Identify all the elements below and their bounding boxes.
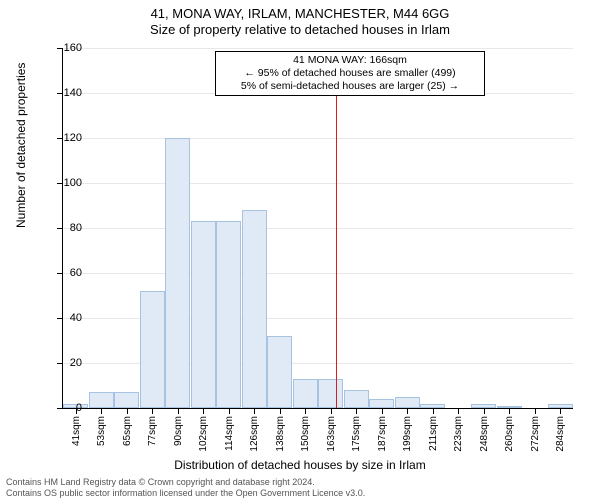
histogram-bar — [89, 392, 114, 408]
x-tick — [484, 408, 485, 414]
x-tick-label: 284sqm — [555, 416, 566, 456]
grid-line — [63, 138, 573, 139]
y-tick — [57, 273, 63, 274]
histogram-bar — [318, 379, 343, 408]
chart-area: 41 MONA WAY: 166sqm← 95% of detached hou… — [62, 48, 572, 408]
footer-line-1: Contains HM Land Registry data © Crown c… — [6, 477, 365, 487]
x-tick — [331, 408, 332, 414]
x-tick-label: 199sqm — [402, 416, 413, 456]
x-tick — [229, 408, 230, 414]
y-tick-label: 60 — [70, 267, 82, 279]
histogram-bar — [267, 336, 292, 408]
x-tick — [203, 408, 204, 414]
x-tick-label: 77sqm — [147, 416, 158, 456]
y-tick — [57, 183, 63, 184]
x-tick — [560, 408, 561, 414]
x-tick-label: 41sqm — [71, 416, 82, 456]
x-tick-label: 102sqm — [198, 416, 209, 456]
callout-line-2: ← 95% of detached houses are smaller (49… — [222, 67, 478, 80]
histogram-bar — [216, 221, 241, 408]
x-tick-label: 272sqm — [530, 416, 541, 456]
x-tick — [127, 408, 128, 414]
grid-line — [63, 183, 573, 184]
x-axis-title: Distribution of detached houses by size … — [0, 458, 600, 472]
x-tick — [152, 408, 153, 414]
y-tick — [57, 363, 63, 364]
chart-title-main: 41, MONA WAY, IRLAM, MANCHESTER, M44 6GG — [0, 0, 600, 21]
x-tick-label: 53sqm — [96, 416, 107, 456]
x-tick — [407, 408, 408, 414]
grid-line — [63, 48, 573, 49]
y-tick-label: 160 — [64, 42, 82, 54]
grid-line — [63, 273, 573, 274]
x-tick — [509, 408, 510, 414]
x-tick-label: 163sqm — [326, 416, 337, 456]
plot-region: 41 MONA WAY: 166sqm← 95% of detached hou… — [62, 48, 573, 409]
x-tick — [305, 408, 306, 414]
histogram-bar — [369, 399, 394, 408]
x-tick-label: 211sqm — [428, 416, 439, 456]
x-tick-label: 114sqm — [224, 416, 235, 456]
x-tick-label: 223sqm — [453, 416, 464, 456]
x-tick-label: 90sqm — [173, 416, 184, 456]
y-tick-label: 140 — [64, 87, 82, 99]
x-tick — [254, 408, 255, 414]
x-tick-label: 138sqm — [275, 416, 286, 456]
y-tick-label: 120 — [64, 132, 82, 144]
x-tick — [280, 408, 281, 414]
histogram-bar — [395, 397, 420, 408]
marker-line — [336, 93, 337, 408]
x-tick-label: 175sqm — [351, 416, 362, 456]
x-tick-label: 65sqm — [122, 416, 133, 456]
histogram-bar — [140, 291, 165, 408]
y-tick — [57, 138, 63, 139]
x-tick — [356, 408, 357, 414]
x-tick-label: 150sqm — [300, 416, 311, 456]
histogram-bar — [242, 210, 267, 408]
x-tick-label: 187sqm — [377, 416, 388, 456]
x-tick — [458, 408, 459, 414]
chart-title-sub: Size of property relative to detached ho… — [0, 21, 600, 37]
grid-line — [63, 228, 573, 229]
x-tick — [382, 408, 383, 414]
y-tick-label: 20 — [70, 357, 82, 369]
histogram-bar — [191, 221, 216, 408]
footer-attribution: Contains HM Land Registry data © Crown c… — [6, 477, 365, 498]
y-tick — [57, 318, 63, 319]
x-tick-label: 260sqm — [504, 416, 515, 456]
y-tick — [57, 48, 63, 49]
x-tick — [101, 408, 102, 414]
histogram-bar — [165, 138, 190, 408]
x-tick-label: 126sqm — [249, 416, 260, 456]
x-tick — [433, 408, 434, 414]
y-axis-title: Number of detached properties — [14, 63, 28, 228]
histogram-bar — [344, 390, 369, 408]
y-tick-label: 0 — [76, 402, 82, 414]
histogram-bar — [293, 379, 318, 408]
y-tick-label: 40 — [70, 312, 82, 324]
x-tick — [535, 408, 536, 414]
y-tick — [57, 408, 63, 409]
callout-box: 41 MONA WAY: 166sqm← 95% of detached hou… — [215, 51, 485, 96]
callout-line-3: 5% of semi-detached houses are larger (2… — [222, 80, 478, 93]
callout-line-1: 41 MONA WAY: 166sqm — [222, 54, 478, 67]
x-tick — [178, 408, 179, 414]
histogram-bar — [114, 392, 139, 408]
y-tick — [57, 93, 63, 94]
y-tick-label: 80 — [70, 222, 82, 234]
y-tick-label: 100 — [64, 177, 82, 189]
x-tick-label: 248sqm — [479, 416, 490, 456]
footer-line-2: Contains OS public sector information li… — [6, 488, 365, 498]
y-tick — [57, 228, 63, 229]
